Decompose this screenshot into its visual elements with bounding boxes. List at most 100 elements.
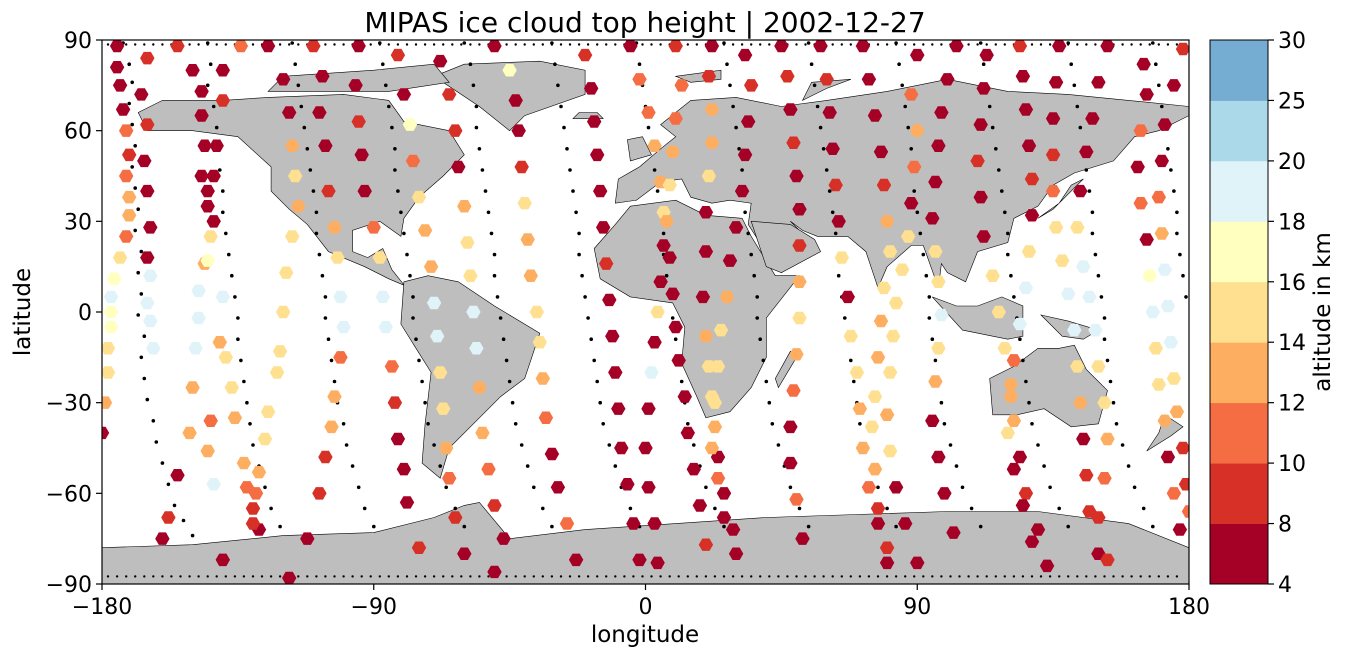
track-dot (598, 400, 602, 405)
track-dot (1078, 125, 1083, 130)
track-dot (614, 43, 617, 46)
track-dot (752, 273, 756, 278)
data-point (873, 145, 889, 159)
track-dot (655, 189, 660, 193)
data-point (405, 154, 421, 168)
data-point (605, 329, 620, 343)
data-point (112, 251, 128, 264)
track-dot (670, 316, 675, 320)
data-point (698, 329, 714, 343)
track-dot (553, 62, 557, 66)
track-dot (152, 43, 155, 46)
data-point (728, 547, 744, 560)
track-dot (501, 337, 506, 342)
data-point (134, 88, 149, 101)
track-dot (904, 575, 907, 578)
data-point (704, 136, 720, 149)
track-dot (136, 207, 140, 211)
track-dot (293, 62, 298, 66)
data-point (931, 342, 946, 355)
data-point (248, 487, 264, 500)
data-point (1045, 184, 1061, 198)
track-dot (426, 422, 430, 426)
data-point (282, 571, 297, 584)
track-dot (613, 464, 618, 468)
track-dot (776, 443, 781, 447)
data-point (825, 142, 840, 155)
track-dot (849, 358, 853, 363)
track-dot (236, 316, 240, 320)
data-point (502, 64, 517, 77)
data-point (783, 103, 798, 116)
data-point (783, 420, 798, 434)
track-dot (369, 575, 372, 578)
data-point (318, 139, 333, 152)
data-point (970, 154, 985, 168)
data-point (1160, 450, 1176, 464)
track-dot (836, 273, 841, 278)
track-dot (215, 575, 218, 578)
track-dot (824, 168, 829, 172)
data-point (143, 314, 158, 328)
colorbar-segment (1210, 523, 1268, 585)
track-dot (152, 575, 155, 578)
data-point (520, 233, 535, 246)
track-dot (1027, 400, 1031, 405)
track-dot (1126, 464, 1131, 468)
data-point (1133, 197, 1148, 210)
track-dot (405, 252, 409, 257)
track-dot (242, 575, 246, 578)
track-dot (1067, 43, 1070, 46)
track-dot (399, 210, 403, 215)
track-dot (507, 379, 512, 384)
track-dot (740, 168, 744, 172)
data-point (985, 269, 1000, 282)
track-dot (133, 144, 137, 148)
track-dot (1024, 379, 1028, 384)
track-dot (381, 62, 385, 66)
track-dot (704, 485, 708, 490)
track-dot (206, 575, 209, 578)
data-point (203, 230, 218, 243)
track-dot (1012, 295, 1016, 299)
data-point (215, 290, 230, 304)
track-dot (1067, 575, 1070, 578)
data-point (102, 426, 110, 440)
track-dot (474, 104, 479, 109)
track-dot (942, 422, 947, 426)
track-dot (704, 575, 708, 578)
track-dot (1087, 189, 1092, 193)
track-dot (233, 575, 237, 578)
data-point (876, 281, 892, 295)
track-dot (948, 443, 953, 447)
data-point (671, 354, 686, 367)
colorbar-tick-label: 8 (1278, 513, 1292, 538)
data-point (587, 115, 602, 128)
data-point (1139, 88, 1154, 101)
data-point (774, 40, 789, 53)
track-dot (918, 231, 923, 236)
track-dot (614, 575, 617, 578)
data-point (146, 342, 161, 355)
data-point (496, 532, 511, 545)
data-point (1048, 221, 1064, 234)
track-dot (514, 575, 517, 578)
data-point (236, 456, 252, 470)
track-dot (990, 125, 995, 130)
track-dot (605, 575, 608, 578)
data-point (879, 408, 895, 421)
data-point (351, 115, 366, 128)
data-point (463, 269, 478, 282)
track-dot (317, 252, 322, 257)
track-dot (1006, 231, 1010, 236)
data-point (523, 269, 538, 282)
data-point (327, 390, 342, 403)
data-point (336, 320, 351, 334)
track-dot (695, 575, 698, 578)
track-dot (315, 575, 318, 578)
track-dot (142, 334, 147, 339)
data-point (466, 305, 481, 319)
data-point (194, 109, 209, 122)
track-dot (160, 461, 165, 465)
track-dot (205, 83, 210, 88)
